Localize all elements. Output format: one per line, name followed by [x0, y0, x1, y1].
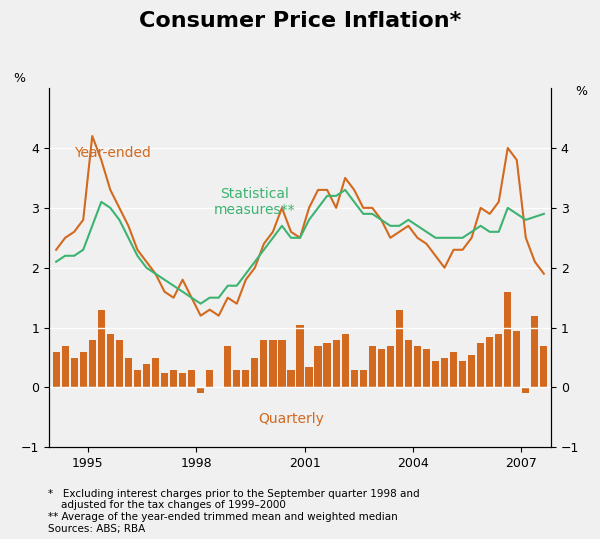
Bar: [305, 367, 313, 388]
Bar: [423, 349, 430, 388]
Bar: [314, 345, 322, 388]
Bar: [504, 292, 511, 388]
Bar: [540, 345, 547, 388]
Bar: [134, 370, 141, 388]
Bar: [224, 345, 232, 388]
Text: Consumer Price Inflation*: Consumer Price Inflation*: [139, 11, 461, 31]
Bar: [98, 309, 105, 388]
Bar: [179, 372, 186, 388]
Bar: [522, 388, 529, 393]
Bar: [531, 316, 538, 388]
Bar: [396, 309, 403, 388]
Text: Year-ended: Year-ended: [74, 146, 151, 160]
Bar: [170, 370, 177, 388]
Bar: [323, 343, 331, 388]
Bar: [368, 345, 376, 388]
Bar: [107, 334, 114, 388]
Bar: [251, 357, 259, 388]
Bar: [359, 370, 367, 388]
Bar: [350, 370, 358, 388]
Bar: [143, 363, 150, 388]
Bar: [197, 388, 204, 393]
Bar: [450, 351, 457, 388]
Bar: [459, 361, 466, 388]
Y-axis label: %: %: [13, 72, 25, 85]
Bar: [269, 340, 277, 388]
Bar: [242, 370, 250, 388]
Bar: [116, 340, 123, 388]
Bar: [62, 345, 69, 388]
Bar: [377, 349, 385, 388]
Bar: [414, 345, 421, 388]
Bar: [432, 361, 439, 388]
Bar: [89, 340, 96, 388]
Bar: [233, 370, 241, 388]
Text: *   Excluding interest charges prior to the September quarter 1998 and
    adjus: * Excluding interest charges prior to th…: [48, 489, 419, 534]
Bar: [296, 324, 304, 388]
Bar: [260, 340, 268, 388]
Bar: [53, 351, 60, 388]
Bar: [441, 357, 448, 388]
Bar: [161, 372, 168, 388]
Bar: [405, 340, 412, 388]
Text: Quarterly: Quarterly: [258, 412, 324, 426]
Bar: [278, 340, 286, 388]
Bar: [477, 343, 484, 388]
Bar: [188, 370, 195, 388]
Bar: [80, 351, 87, 388]
Bar: [341, 334, 349, 388]
Bar: [287, 370, 295, 388]
Text: Statistical
measures**: Statistical measures**: [214, 186, 296, 217]
Bar: [486, 336, 493, 388]
Bar: [71, 357, 78, 388]
Bar: [332, 340, 340, 388]
Bar: [513, 330, 520, 388]
Bar: [495, 334, 502, 388]
Bar: [387, 345, 394, 388]
Bar: [206, 370, 213, 388]
Y-axis label: %: %: [575, 85, 587, 98]
Bar: [152, 357, 159, 388]
Bar: [125, 357, 132, 388]
Bar: [468, 355, 475, 388]
